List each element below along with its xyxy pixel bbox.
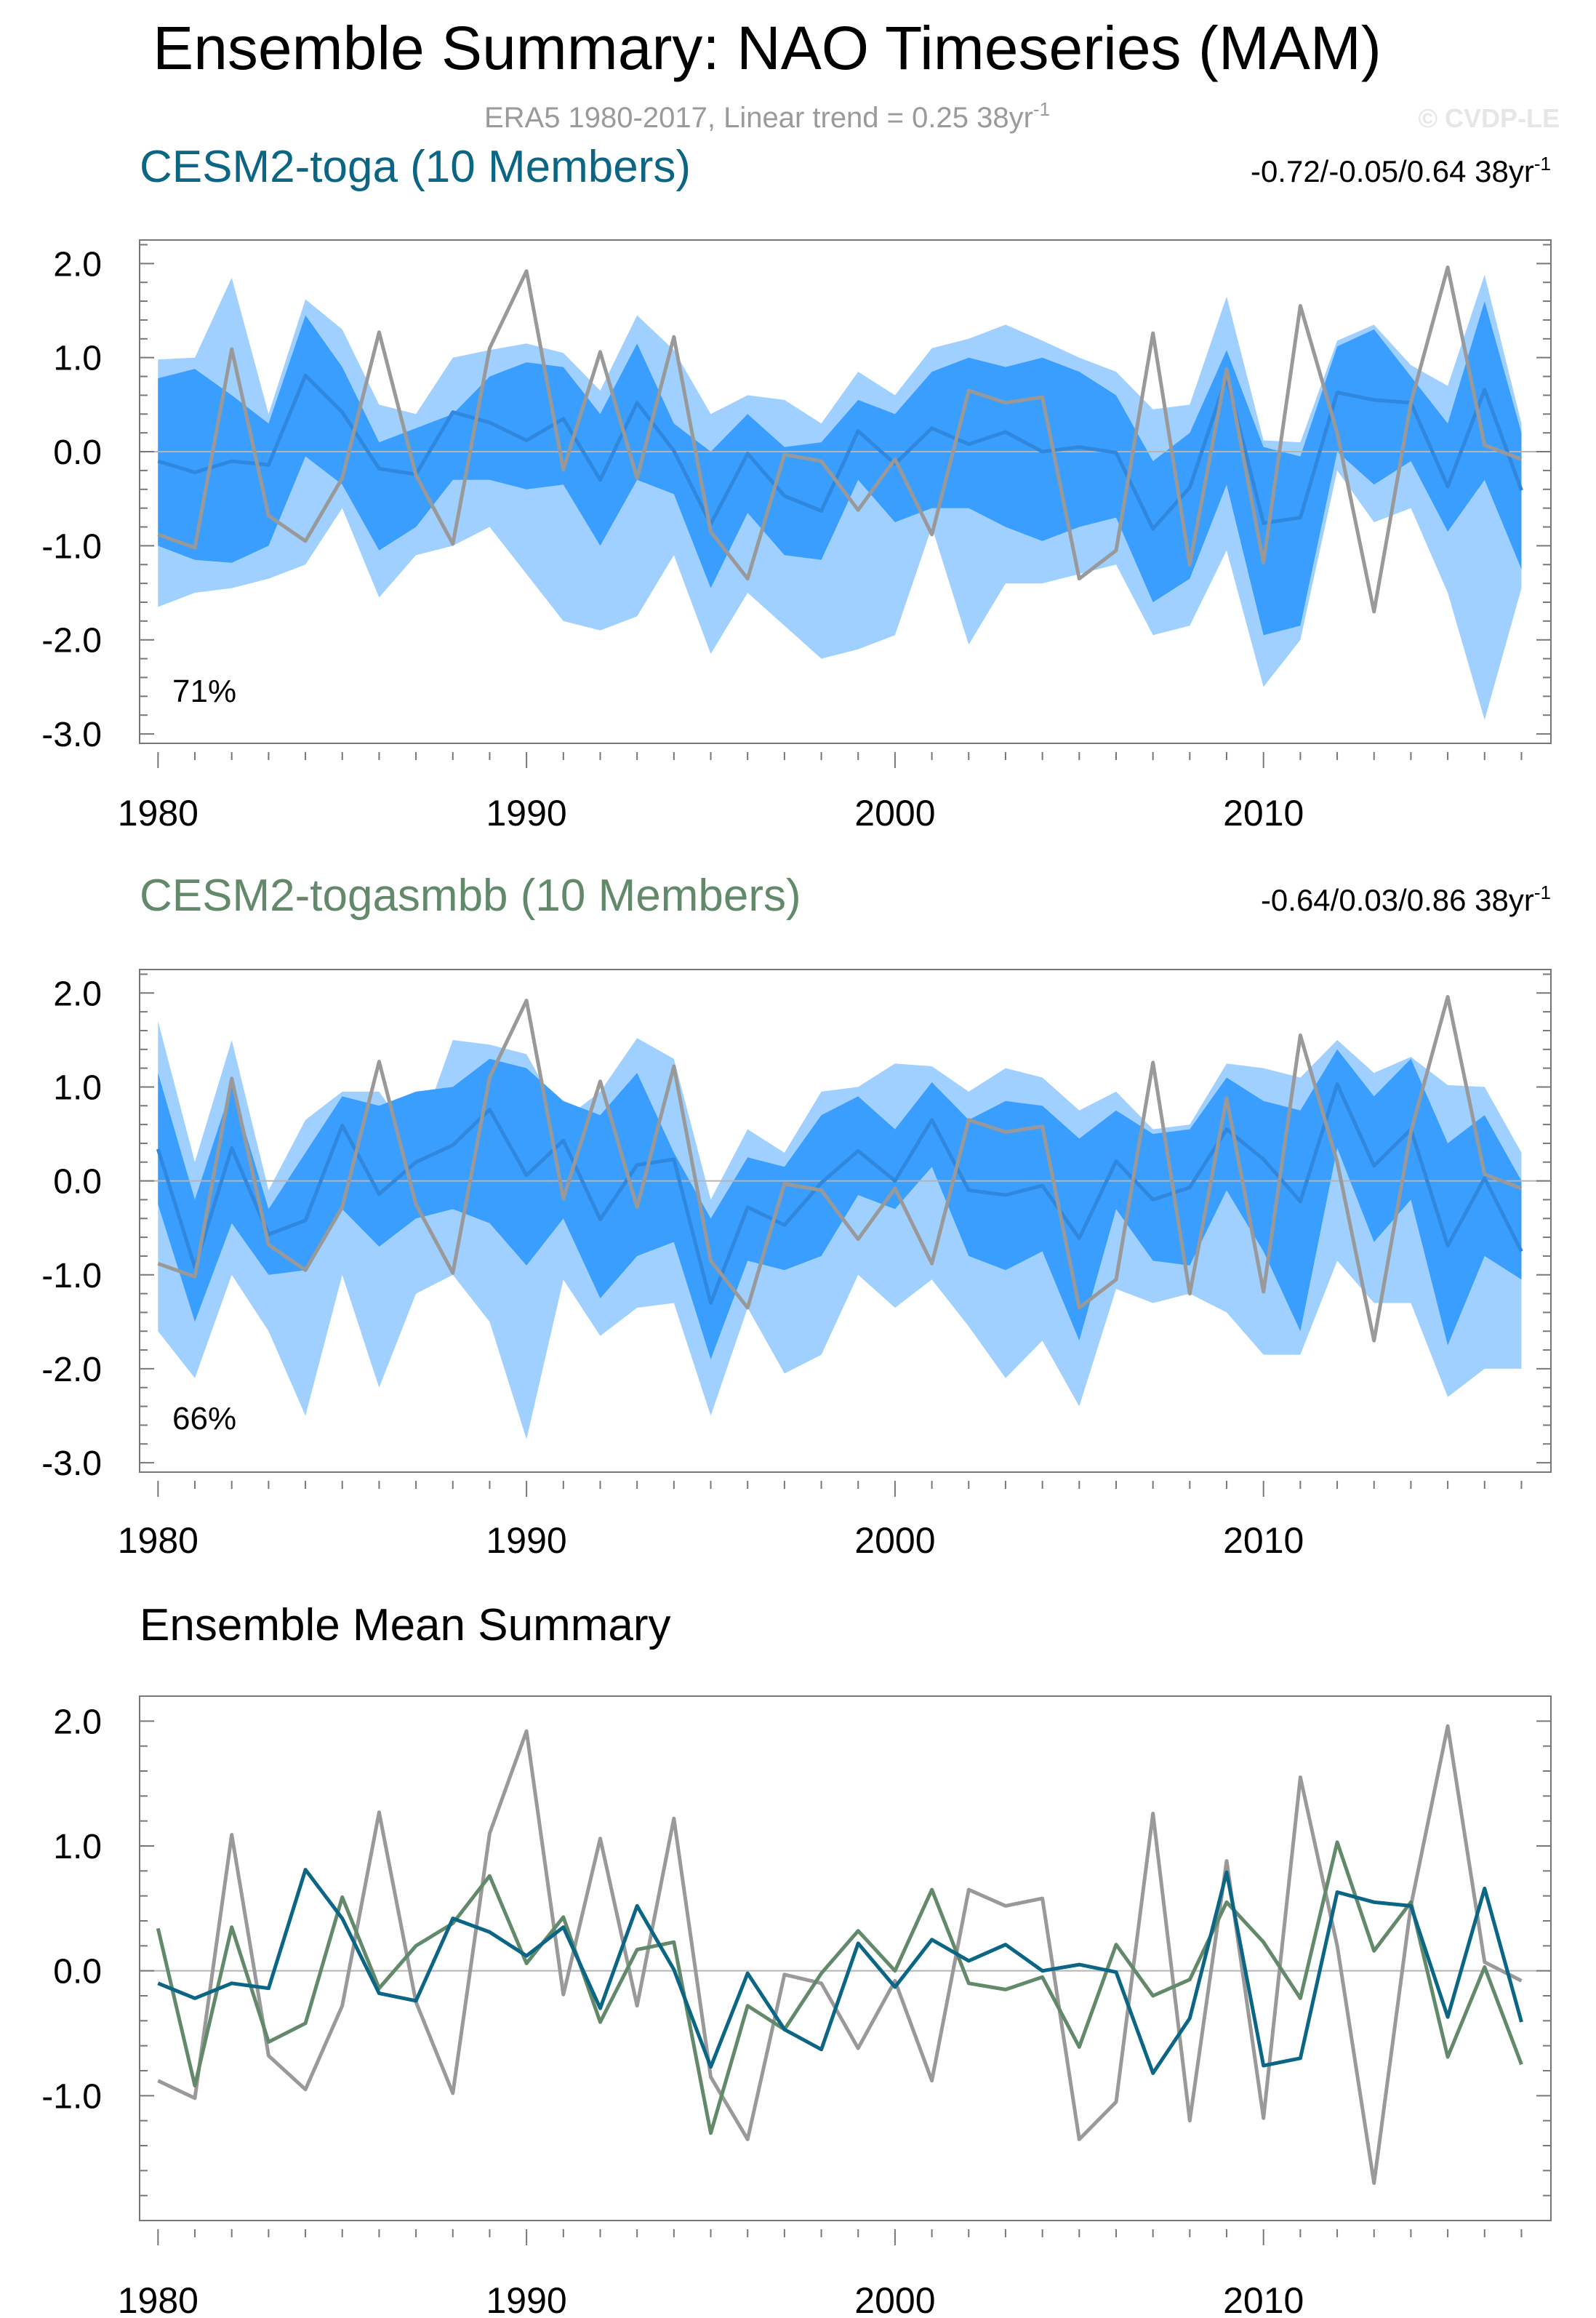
y-tick-label: -1.0 xyxy=(41,1257,102,1295)
figure-subtitle: ERA5 1980-2017, Linear trend = 0.25 38yr… xyxy=(484,98,1050,134)
era5-observed-line xyxy=(157,265,1523,614)
panel-cesm2-toga: CESM2-toga (10 Members) -0.72/-0.05/0.64 … xyxy=(41,142,1552,834)
plot-frame xyxy=(139,969,1552,1473)
trend-stats-text: -0.64/0.03/0.86 38yr xyxy=(1261,883,1534,917)
x-tick-label: 1980 xyxy=(118,2280,199,2318)
y-tick-label: 2.0 xyxy=(53,975,102,1013)
trend-stats-sup: -1 xyxy=(1534,882,1551,903)
watermark: © CVDP-LE xyxy=(1418,103,1560,133)
cesm2-togasmbb-line xyxy=(156,1840,1523,2135)
x-tick-label: 2000 xyxy=(854,2280,935,2318)
y-tick-label: -3.0 xyxy=(41,1444,102,1483)
x-tick-label: 2000 xyxy=(854,793,935,834)
y-tick-label: -2.0 xyxy=(41,622,102,660)
plot-frame xyxy=(139,239,1552,744)
y-tick-label: 1.0 xyxy=(53,1828,102,1866)
era5-observed-line xyxy=(157,995,1523,1343)
panel-cesm2-togasmbb: CESM2-togasmbb (10 Members) -0.64/0.03/0.… xyxy=(41,871,1552,1561)
trend-stats-sup: -1 xyxy=(1534,153,1551,175)
y-tick-label: -1.0 xyxy=(41,527,102,566)
ensemble-mean-line xyxy=(156,1082,1523,1305)
x-tick-label: 2010 xyxy=(1223,793,1304,834)
trend-stats: -0.64/0.03/0.86 38yr-1 xyxy=(1261,882,1551,917)
ensemble-mean-line xyxy=(157,373,1523,531)
y-tick-label: 0.0 xyxy=(53,1163,102,1202)
x-tick-label: 1990 xyxy=(486,1520,567,1561)
x-tick-label: 1980 xyxy=(118,793,199,834)
panel-ensemble-mean-summary: Ensemble Mean Summary 2.0 1.0 0.0 -1.0 1980 19… xyxy=(41,1600,1552,2318)
y-tick-label: 0.0 xyxy=(53,1953,102,1991)
figure-subtitle-text: ERA5 1980-2017, Linear trend = 0.25 38yr xyxy=(484,102,1033,134)
x-tick-label: 2010 xyxy=(1223,2280,1304,2318)
cesm2-toga-line xyxy=(157,1868,1523,2075)
x-tick-label: 2000 xyxy=(854,1520,935,1561)
x-tick-label: 2010 xyxy=(1223,1520,1304,1561)
figure-title: Ensemble Summary: NAO Timeseries (MAM) xyxy=(153,14,1382,82)
percent-label: 71% xyxy=(172,674,236,709)
panel-title: CESM2-toga (10 Members) xyxy=(140,142,691,192)
y-tick-label: 1.0 xyxy=(53,1068,102,1107)
y-tick-label: 0.0 xyxy=(53,433,102,472)
trend-stats: -0.72/-0.05/0.64 38yr-1 xyxy=(1251,153,1551,188)
panel-title: Ensemble Mean Summary xyxy=(140,1600,671,1650)
x-tick-label: 1980 xyxy=(118,1520,199,1561)
y-tick-label: 2.0 xyxy=(53,245,102,284)
figure-subtitle-sup: -1 xyxy=(1033,98,1050,120)
panel-title: CESM2-togasmbb (10 Members) xyxy=(140,871,801,921)
era5-line xyxy=(157,1724,1523,2185)
y-tick-label: 1.0 xyxy=(53,340,102,378)
y-tick-label: -2.0 xyxy=(41,1351,102,1389)
y-tick-label: -3.0 xyxy=(41,716,102,754)
x-tick-label: 1990 xyxy=(486,793,567,834)
y-tick-label: 2.0 xyxy=(53,1703,102,1741)
percent-label: 66% xyxy=(172,1401,236,1436)
trend-stats-text: -0.72/-0.05/0.64 38yr xyxy=(1251,154,1534,188)
x-tick-label: 1990 xyxy=(486,2280,567,2318)
plot-frame xyxy=(139,1695,1552,2221)
y-tick-label: -1.0 xyxy=(41,2077,102,2116)
